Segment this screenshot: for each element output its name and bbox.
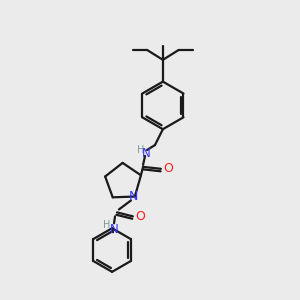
Text: H: H [137, 145, 145, 155]
Text: N: N [142, 148, 150, 160]
Text: O: O [163, 162, 173, 175]
Text: N: N [110, 223, 118, 236]
Text: O: O [135, 210, 145, 223]
Text: H: H [103, 220, 111, 230]
Text: N: N [129, 190, 139, 203]
